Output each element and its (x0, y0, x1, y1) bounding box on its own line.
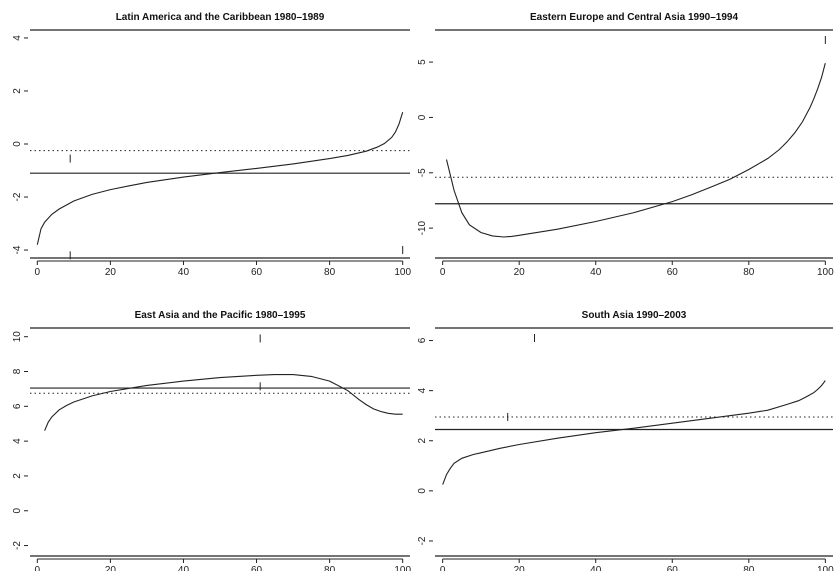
y-tick-label: 5 (417, 59, 428, 65)
panel-title: Eastern Europe and Central Asia 1990–199… (530, 12, 739, 23)
y-tick-label: -2 (12, 192, 23, 201)
x-tick-label: 60 (251, 267, 263, 278)
x-tick-label: 100 (394, 267, 411, 278)
x-tick-label: 100 (817, 565, 834, 571)
y-tick-label: 10 (12, 331, 23, 343)
y-tick-label: 6 (417, 337, 428, 343)
panel-east-asia: East Asia and the Pacific 1980–1995 -2 0 2… (12, 310, 411, 571)
panel-title: Latin America and the Caribbean 1980–198… (116, 12, 325, 23)
y-tick-label: 2 (417, 438, 428, 444)
series-line (44, 374, 403, 431)
y-tick-label: 6 (12, 403, 23, 409)
x-tick-label: 0 (35, 267, 41, 278)
panel-latin-america: Latin America and the Caribbean 1980–198… (12, 12, 411, 278)
x-tick-label: 20 (514, 565, 526, 571)
x-tick-label: 40 (178, 565, 190, 571)
y-tick-label: 0 (12, 141, 23, 147)
y-tick-label: 4 (417, 387, 428, 393)
x-tick-label: 60 (667, 267, 679, 278)
y-tick-label: -5 (417, 168, 428, 177)
x-tick-label: 80 (743, 267, 755, 278)
x-tick-label: 60 (667, 565, 679, 571)
y-tick-label: 2 (12, 473, 23, 479)
x-tick-label: 20 (514, 267, 526, 278)
y-tick-label: 8 (12, 368, 23, 374)
y-tick-label: 0 (12, 508, 23, 514)
x-tick-label: 40 (590, 267, 602, 278)
y-tick-label: -4 (12, 245, 23, 254)
x-tick-label: 0 (35, 565, 41, 571)
panel-title: South Asia 1990–2003 (582, 310, 687, 321)
x-tick-label: 60 (251, 565, 263, 571)
y-tick-label: 2 (12, 88, 23, 94)
y-tick-label: 4 (12, 438, 23, 444)
x-tick-label: 80 (324, 267, 336, 278)
x-tick-label: 100 (394, 565, 411, 571)
y-tick-label: -2 (12, 541, 23, 550)
y-tick-label: 0 (417, 114, 428, 120)
series-line (36, 112, 404, 245)
panel-eastern-europe: Eastern Europe and Central Asia 1990–199… (417, 12, 834, 278)
x-tick-label: 80 (324, 565, 336, 571)
y-tick-label: 0 (417, 488, 428, 494)
y-tick-label: 4 (12, 35, 23, 41)
panel-title: East Asia and the Pacific 1980–1995 (135, 310, 306, 321)
x-tick-label: 0 (440, 267, 446, 278)
y-tick-label: -10 (417, 220, 428, 235)
x-tick-label: 80 (743, 565, 755, 571)
x-tick-label: 20 (105, 565, 117, 571)
y-tick-label: -2 (417, 536, 428, 545)
x-tick-label: 40 (178, 267, 190, 278)
series-line (445, 63, 826, 238)
x-tick-label: 0 (440, 565, 446, 571)
x-tick-label: 40 (590, 565, 602, 571)
series-line (442, 380, 826, 485)
x-tick-label: 100 (817, 267, 834, 278)
x-tick-label: 20 (105, 267, 117, 278)
